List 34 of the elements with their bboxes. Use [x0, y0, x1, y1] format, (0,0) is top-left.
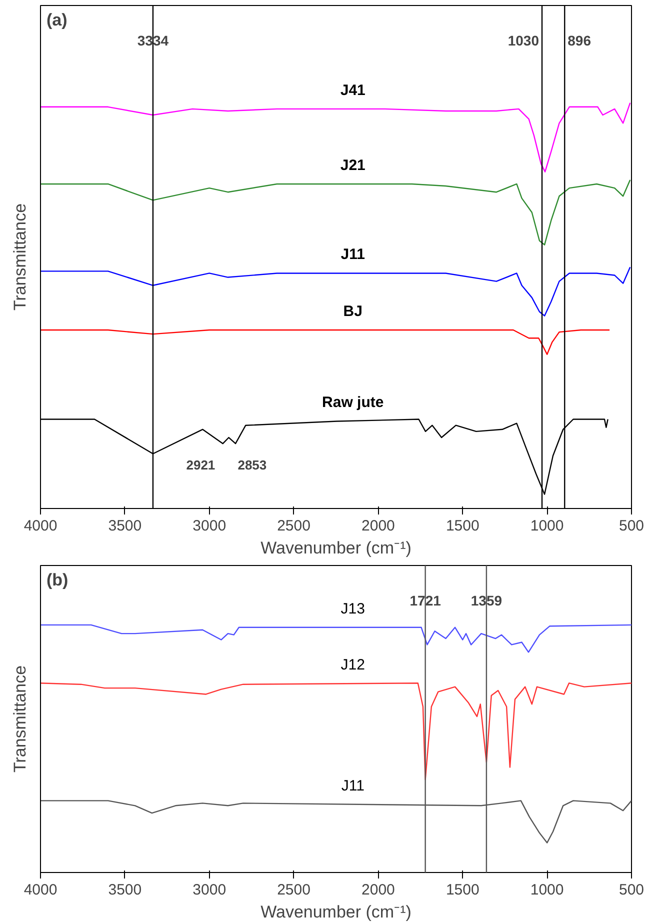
chart-title: (a): [46, 10, 68, 30]
series-label: BJ: [343, 303, 362, 320]
ref-line-label: 896: [568, 32, 592, 48]
chart-title: (b): [46, 570, 68, 590]
y-axis-title: Transmittance: [10, 203, 30, 311]
annotation: 2853: [238, 458, 267, 473]
series-label: J41: [340, 82, 366, 99]
x-tick-label: 3500: [108, 518, 142, 534]
x-tick-label: 1500: [446, 882, 480, 898]
ref-line-label: 1030: [508, 32, 540, 48]
y-axis-title: Transmittance: [10, 665, 30, 773]
series-label: J13: [340, 600, 365, 618]
x-tick-label: 1500: [446, 518, 480, 534]
series-label: J11: [341, 777, 364, 794]
annotation: 2921: [186, 458, 216, 473]
x-tick-label: 3000: [192, 518, 226, 534]
series-label: J21: [340, 156, 366, 174]
x-tick-label: 500: [618, 518, 644, 534]
series-label: Raw jute: [322, 394, 384, 411]
series-label: J12: [340, 656, 365, 674]
x-tick-label: 3500: [108, 882, 142, 898]
x-tick-label: 2500: [277, 882, 310, 898]
x-tick-label: 1000: [530, 518, 564, 534]
x-tick-label: 3000: [192, 882, 226, 898]
x-tick-label: 500: [618, 882, 644, 898]
x-tick-label: 1000: [530, 882, 564, 898]
x-axis-title: Wavenumber (cm⁻¹): [260, 902, 412, 922]
x-tick-label: 2000: [362, 882, 395, 898]
x-tick-label: 4000: [24, 882, 58, 898]
series-label: J11: [340, 246, 365, 264]
x-tick-label: 4000: [24, 518, 58, 534]
x-axis-title: Wavenumber (cm⁻¹): [260, 538, 412, 558]
x-tick-label: 2000: [362, 518, 395, 534]
x-tick-label: 2500: [277, 518, 310, 534]
